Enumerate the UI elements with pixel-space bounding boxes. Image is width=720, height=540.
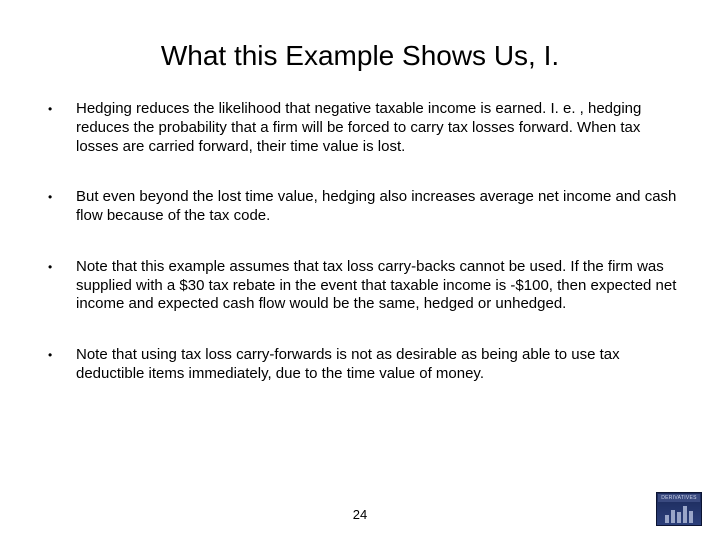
list-item: • Note that this example assumes that ta… [48,258,680,314]
bullet-dot-icon: • [48,100,76,119]
bullet-text: Note that using tax loss carry-forwards … [76,346,680,384]
bars-icon [665,504,693,523]
bullet-dot-icon: • [48,258,76,277]
bullet-dot-icon: • [48,188,76,207]
slide: What this Example Shows Us, I. • Hedging… [0,0,720,540]
bullet-dot-icon: • [48,346,76,365]
slide-title: What this Example Shows Us, I. [40,40,680,72]
list-item: • Note that using tax loss carry-forward… [48,346,680,384]
bullet-text: But even beyond the lost time value, hed… [76,188,680,226]
page-number: 24 [0,507,720,522]
list-item: • Hedging reduces the likelihood that ne… [48,100,680,156]
bullet-text: Note that this example assumes that tax … [76,258,680,314]
bullet-text: Hedging reduces the likelihood that nega… [76,100,680,156]
book-cover-icon: DERIVATIVES [656,492,702,526]
logo-label: DERIVATIVES [658,494,700,502]
bullet-list: • Hedging reduces the likelihood that ne… [48,100,680,384]
list-item: • But even beyond the lost time value, h… [48,188,680,226]
